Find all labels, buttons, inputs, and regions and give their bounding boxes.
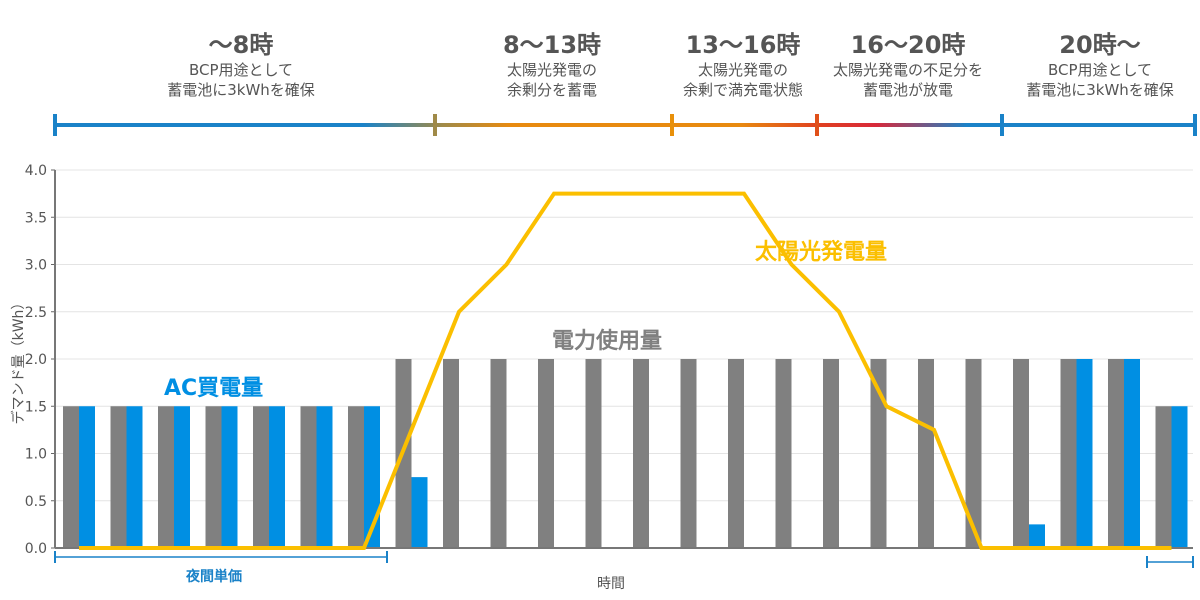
phase-1: 8〜13時太陽光発電の 余剰分を蓄電 (503, 30, 601, 100)
svg-text:0.5: 0.5 (25, 494, 47, 510)
power-usage-label: 電力使用量 (552, 329, 663, 354)
phase-3: 16〜20時太陽光発電の不足分を 蓄電池が放電 (833, 30, 983, 100)
phase-title: 〜8時 (208, 31, 274, 59)
phase-desc2: 余剰で満充電状態 (682, 81, 804, 99)
phase-desc1: 太陽光発電の (697, 61, 789, 79)
svg-text:2.0: 2.0 (25, 352, 47, 368)
svg-text:4.0: 4.0 (25, 163, 47, 179)
svg-text:1.0: 1.0 (25, 447, 47, 463)
phase-0: 〜8時 BCP用途として蓄電池に3kWhを確保 (167, 30, 315, 100)
svg-text:3.0: 3.0 (25, 258, 47, 274)
phase-desc2: 蓄電池に3kWhを確保 (167, 81, 315, 99)
phase-desc1: 太陽光発電の不足分を (832, 61, 984, 79)
phase-title: 8〜13時 (502, 31, 602, 59)
ac-purchase-label: AC買電量 (164, 376, 264, 401)
phase-title: 16〜20時 (850, 31, 966, 59)
phase-desc2: 余剰分を蓄電 (506, 81, 598, 99)
grid-lines: 0.0 0.5 1.0 1.5 2.0 2.5 3.0 3.5 4.0 (25, 163, 1193, 557)
phase-4: 20時〜 BCP用途として蓄電池に3kWhを確保 (1026, 30, 1174, 100)
phase-title: 20時〜 (1059, 31, 1141, 59)
solar-line (79, 191, 1172, 550)
phase-desc1: BCP用途として (1047, 61, 1153, 79)
svg-text:1.5: 1.5 (25, 399, 47, 415)
solar-label: 太陽光発電量 (755, 240, 888, 265)
night-rate-bracket (54, 551, 1194, 568)
night-rate-label: 夜間単価 (186, 569, 242, 585)
phase-title: 13〜16時 (685, 31, 801, 59)
y-axis-label: デマンド量（kWh） (11, 295, 27, 425)
phase-desc1: BCP用途として (188, 61, 294, 79)
phase-desc2: 蓄電池が放電 (862, 81, 954, 99)
phase-timeline (53, 114, 1197, 136)
phase-desc1: 太陽光発電の (506, 61, 598, 79)
phase-desc2: 蓄電池に3kWhを確保 (1026, 81, 1174, 99)
phase-2: 13〜16時太陽光発電の 余剰で満充電状態 (683, 30, 803, 100)
svg-text:0.0: 0.0 (25, 541, 47, 557)
svg-text:3.5: 3.5 (25, 210, 47, 226)
bars (63, 359, 1188, 548)
x-axis-label: 時間 (597, 576, 625, 592)
svg-text:2.5: 2.5 (25, 305, 47, 321)
